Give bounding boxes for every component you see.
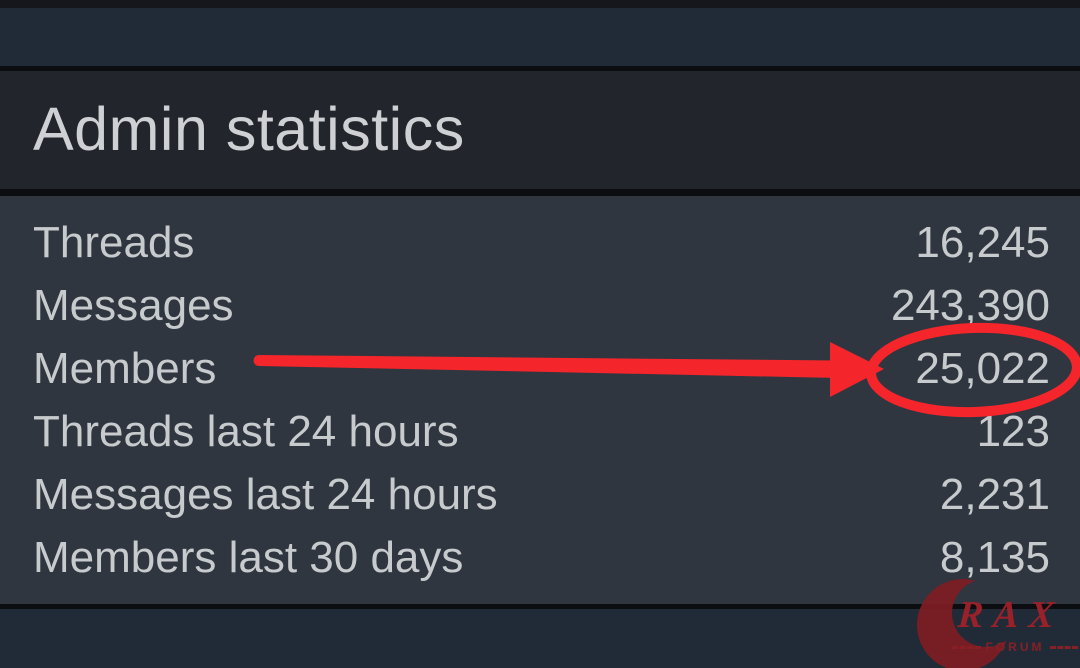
panel-title: Admin statistics: [33, 95, 465, 163]
stat-row-members: Members 25,022: [33, 337, 1050, 400]
stat-label: Messages: [33, 280, 234, 330]
admin-statistics-header: Admin statistics: [0, 71, 1080, 189]
stat-value: 2,231: [939, 469, 1050, 519]
admin-statistics-body: Threads 16,245 Messages 243,390 Members 25,02…: [0, 196, 1080, 604]
separator: [0, 604, 1080, 609]
page-background-top: [0, 8, 1080, 66]
stat-row-threads-last-24-hours: Threads last 24 hours 123: [33, 400, 1050, 463]
top-edge-strip: [0, 0, 1080, 8]
separator: [0, 66, 1080, 71]
stat-value: 123: [976, 406, 1050, 456]
stat-value: 8,135: [939, 532, 1050, 582]
stat-value: 243,390: [890, 280, 1050, 330]
stat-label: Members last 30 days: [33, 532, 464, 582]
stat-label: Messages last 24 hours: [33, 469, 498, 519]
stat-label: Threads: [33, 217, 195, 267]
stat-row-members-last-30-days: Members last 30 days 8,135: [33, 526, 1050, 589]
stat-row-messages-last-24-hours: Messages last 24 hours 2,231: [33, 463, 1050, 526]
stat-value: 16,245: [915, 217, 1050, 267]
stat-value: 25,022: [915, 343, 1050, 393]
stat-label: Members: [33, 343, 217, 393]
separator: [0, 189, 1080, 196]
stat-row-threads: Threads 16,245: [33, 211, 1050, 274]
page-background-bottom: [0, 609, 1080, 668]
stat-row-messages: Messages 243,390: [33, 274, 1050, 337]
stat-label: Threads last 24 hours: [33, 406, 459, 456]
